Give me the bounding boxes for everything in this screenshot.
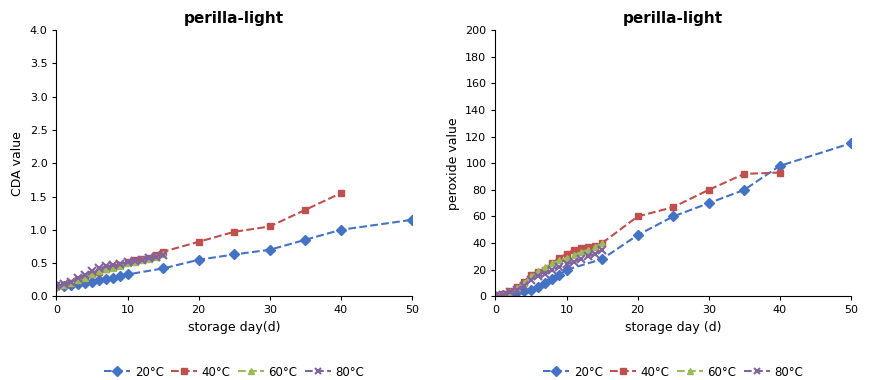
Y-axis label: peroxide value: peroxide value [447, 117, 460, 209]
Legend: 20°C, 40°C, 60°C, 80°C: 20°C, 40°C, 60°C, 80°C [539, 361, 808, 380]
X-axis label: storage day(d): storage day(d) [188, 321, 281, 334]
Title: perilla-light: perilla-light [623, 11, 723, 26]
Title: perilla-light: perilla-light [184, 11, 284, 26]
Y-axis label: CDA value: CDA value [11, 131, 24, 196]
X-axis label: storage day (d): storage day (d) [625, 321, 721, 334]
Legend: 20°C, 40°C, 60°C, 80°C: 20°C, 40°C, 60°C, 80°C [100, 361, 368, 380]
